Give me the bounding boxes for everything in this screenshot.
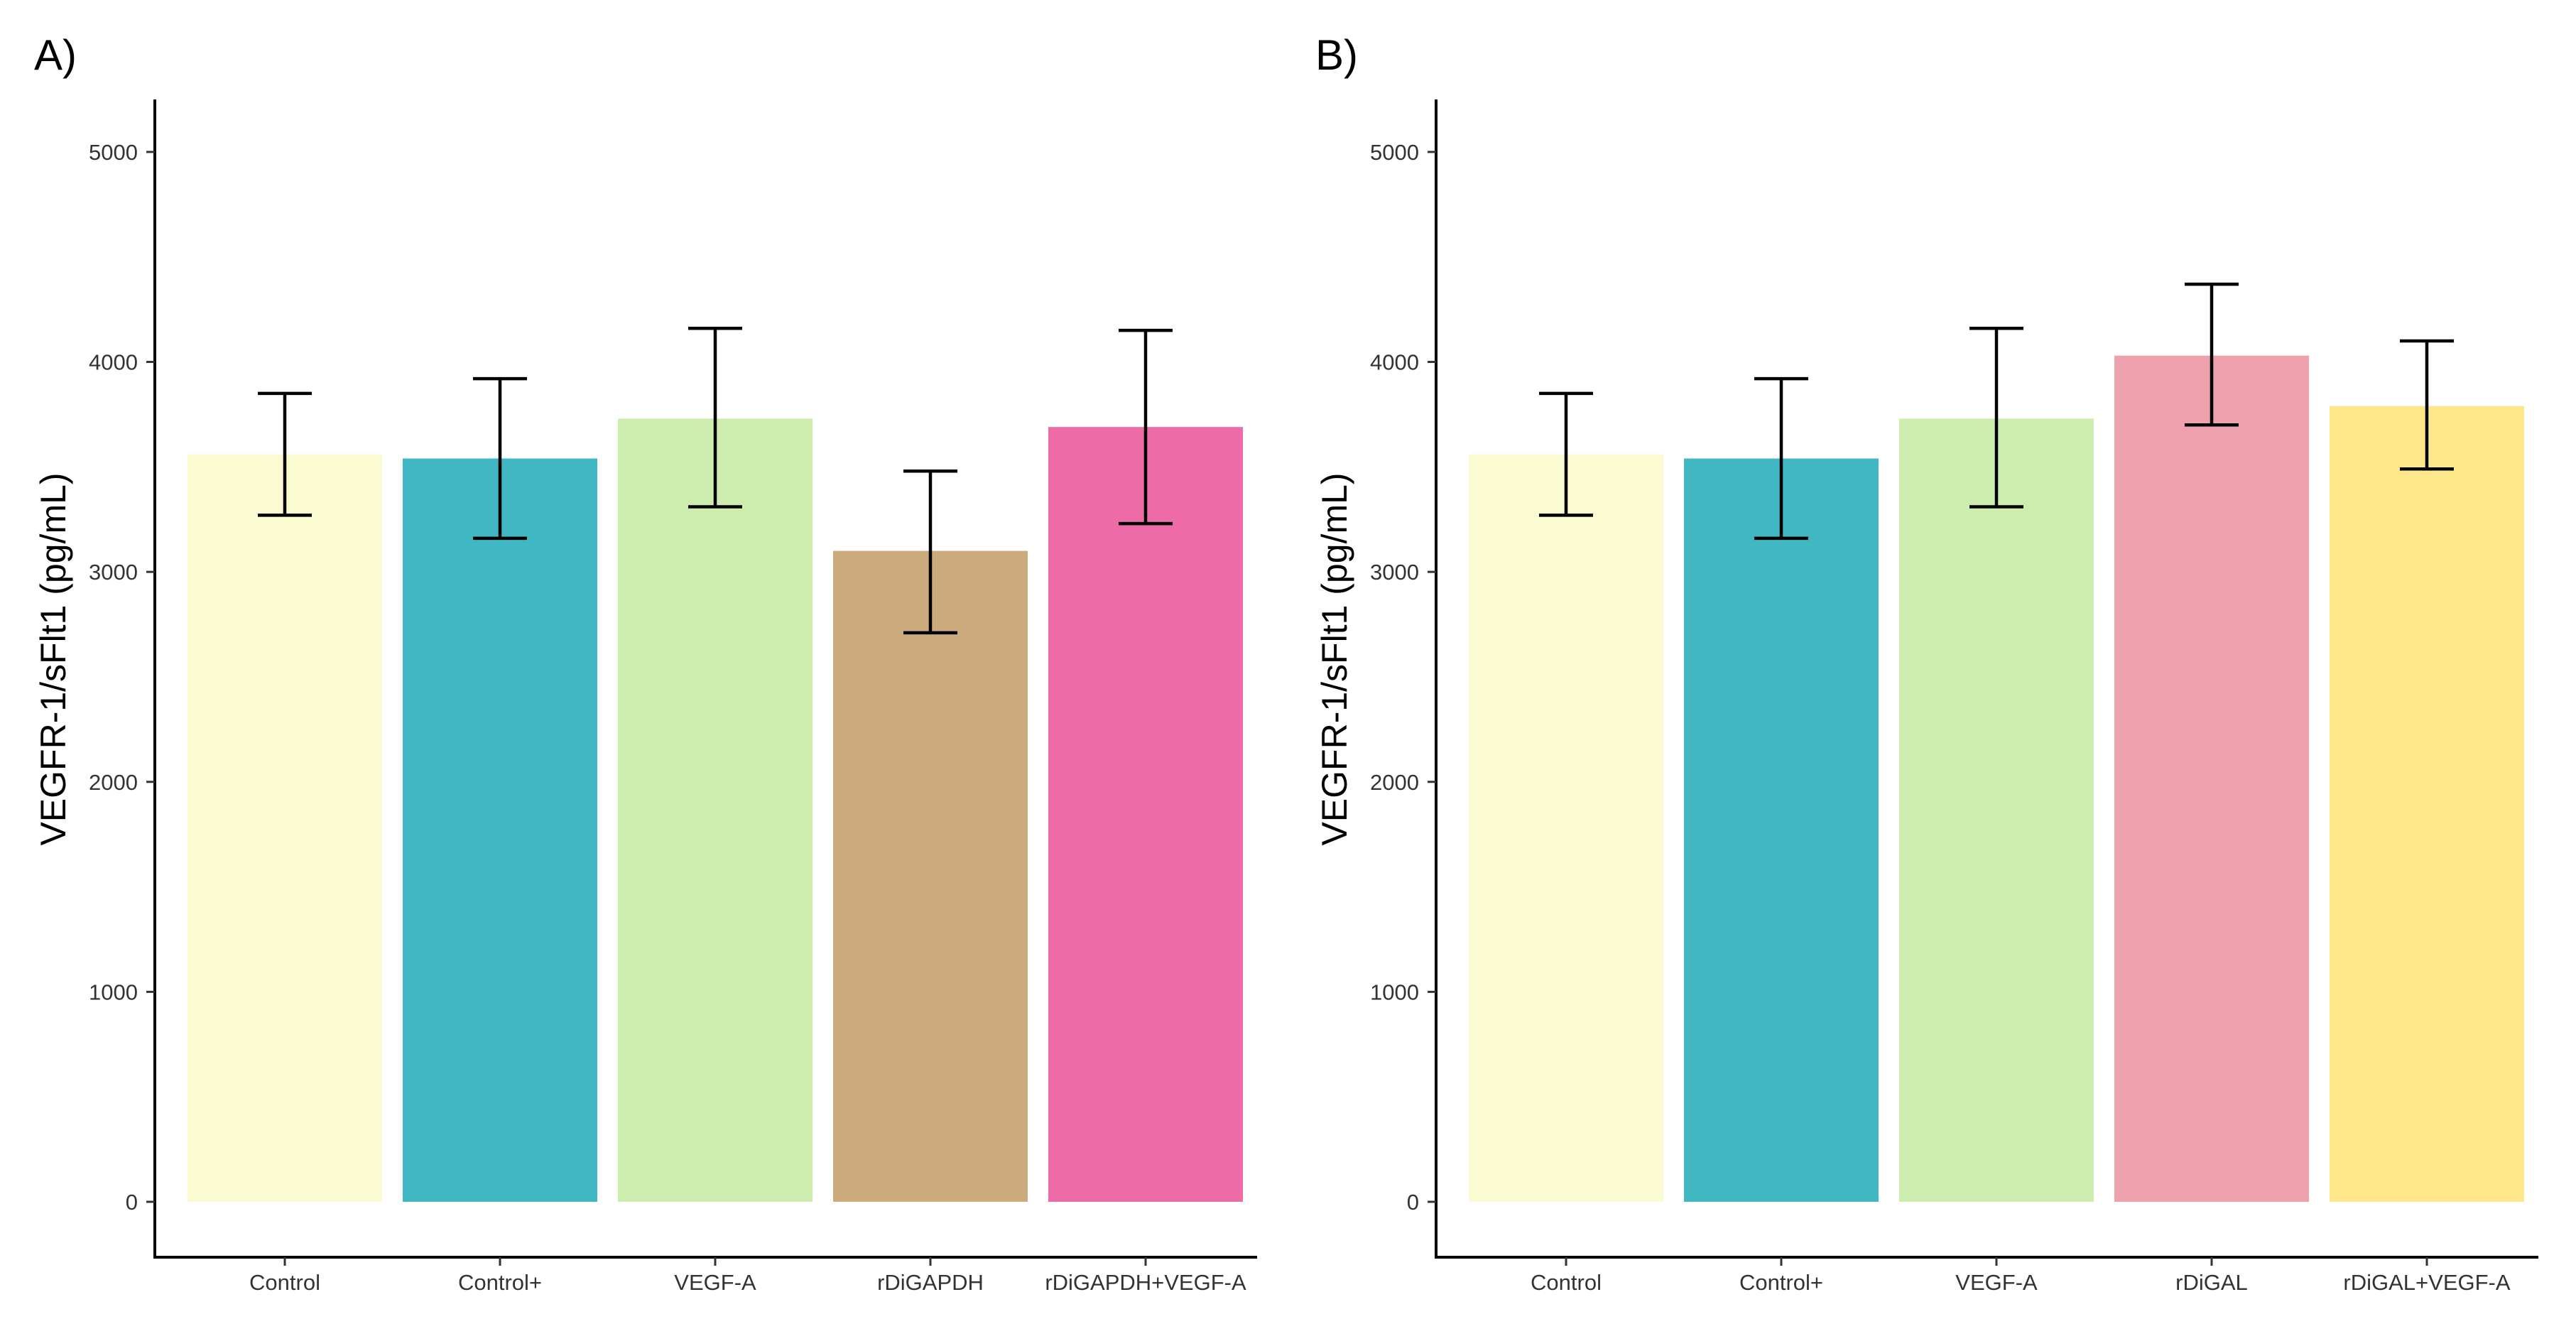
panel-a-y-tick-label-3000: 3000 [89,560,138,585]
panel-b-y-tick-label-1000: 1000 [1370,979,1419,1004]
panel-b-label: B) [1315,31,1358,79]
panel-b-x-tick-label-4: rDiGAL [2175,1270,2248,1295]
panel-b-error-bar-1 [1539,391,1593,517]
panel-a-error-bar-5 [1119,328,1173,526]
panel-b-x-tick-label-1: Control [1531,1270,1602,1295]
panel-a-bar-5 [1048,427,1243,1202]
panel-b-plot-area: 0 1000 2000 3000 4000 5000 Control Control+ VEGF… [1370,99,2538,1295]
panel-b-y-tick-label-3000: 3000 [1370,560,1419,585]
panel-b-y-tick-label-5000: 5000 [1370,140,1419,165]
panel-b-x-tick-label-3: VEGF-A [1955,1270,2038,1295]
panel-b-x-tick-label-5: rDiGAL+VEGF-A [2343,1270,2510,1295]
panel-a-error-bar-2 [473,376,527,541]
panel-a-bar-2 [403,458,597,1202]
panel-a-error-bar-1 [258,391,312,517]
panel-b-y-tick-label-0: 0 [1407,1190,1419,1215]
panel-a-y-tick-label-1000: 1000 [89,979,138,1004]
panel-a-y-tick-label-0: 0 [126,1190,138,1215]
panel-b-error-bar-4 [2185,282,2239,427]
panel-a-x-tick-label-4: rDiGAPDH [877,1270,984,1295]
panel-b-bar-2 [1684,458,1879,1202]
panel-a-plot-area: 0 1000 2000 3000 4000 5000 Control Control+ VEGF… [89,99,1257,1295]
panel-a-x-tick-label-2: Control+ [458,1270,542,1295]
panel-b-error-bar-3 [1969,326,2023,509]
panel-b-bar-4 [2114,355,2309,1202]
panel-a-x-tick-label-1: Control [249,1270,320,1295]
panel-b-y-tick-label-4000: 4000 [1370,350,1419,375]
panel-b: B) VEGFR-1/sFlt1 (pg/mL) 0 1000 2000 3000 40… [1315,31,2538,1295]
panel-a-y-tick-label-2000: 2000 [89,770,138,795]
panel-a-y-tick-label-4000: 4000 [89,350,138,375]
panel-b-x-tick-label-2: Control+ [1739,1270,1823,1295]
panel-a-x-tick-label-5: rDiGAPDH+VEGF-A [1045,1270,1246,1295]
panel-b-error-bar-5 [2400,339,2454,471]
panel-b-bar-3 [1899,418,2094,1202]
panel-a-bar-1 [188,454,382,1202]
panel-b-error-bar-2 [1754,376,1808,541]
panel-a-error-bar-3 [688,326,742,509]
panel-b-y-tick-label-2000: 2000 [1370,770,1419,795]
panel-a: A) VEGFR-1/sFlt1 (pg/mL) 0 1000 2000 3000 40… [33,31,1257,1295]
panel-a-bar-3 [618,418,813,1202]
panel-a-label: A) [34,31,77,79]
panel-b-bar-1 [1469,454,1663,1202]
panel-a-error-bar-4 [903,469,957,635]
panel-b-bar-5 [2330,406,2524,1203]
panel-a-x-tick-label-3: VEGF-A [674,1270,756,1295]
panel-a-bar-4 [833,550,1028,1202]
panel-a-y-tick-label-5000: 5000 [89,140,138,165]
panel-b-y-axis-title: VEGFR-1/sFlt1 (pg/mL) [1315,472,1354,845]
panel-a-y-axis-title: VEGFR-1/sFlt1 (pg/mL) [33,472,73,845]
